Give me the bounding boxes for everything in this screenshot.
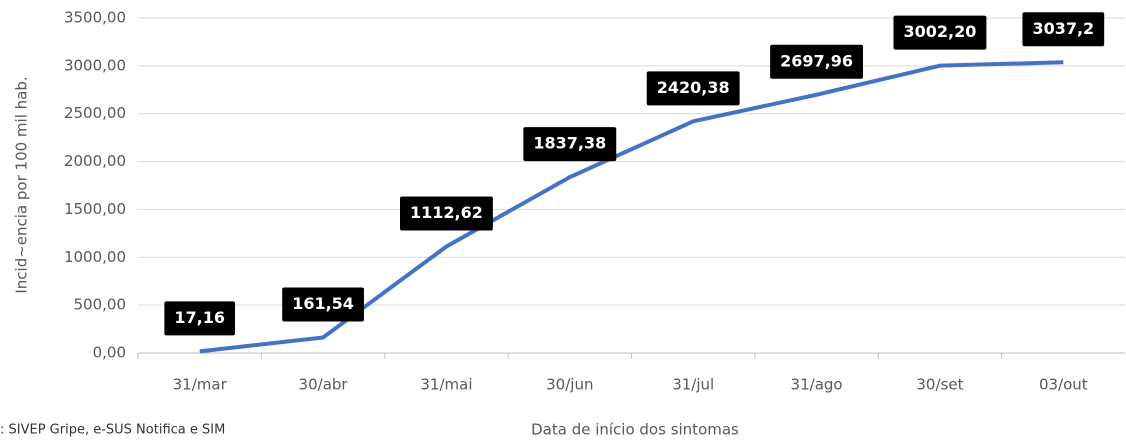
y-tick-label: 2500,00 [64,104,126,122]
value-label-box [1022,12,1105,47]
value-label-box [770,44,863,79]
value-label-group: 2697,96 [770,44,863,79]
x-tick-label: 31/mar [173,376,228,394]
value-label: 3037,2 [1032,19,1094,38]
y-tick-label: 500,00 [74,296,127,314]
value-label: 1112,62 [410,203,483,222]
y-tick-label: 1500,00 [64,200,126,218]
y-tick-label: 3500,00 [64,9,126,27]
value-label-group: 17,16 [164,301,235,336]
x-axis-label: Data de início dos sintomas [531,421,739,439]
x-tick-label: 30/set [916,376,963,394]
value-label: 3002,20 [904,22,977,41]
value-label-group: 3002,20 [893,15,987,50]
value-label-box [523,127,617,162]
value-label-group: 1112,62 [400,196,493,231]
y-tick-label: 0,00 [93,344,126,362]
x-tick-label: 30/abr [299,376,349,394]
x-tick-label: 31/jul [672,376,714,394]
y-tick-label: 1000,00 [64,248,126,266]
value-label: 1837,38 [533,134,606,153]
x-tick-label: 30/jun [546,376,593,394]
value-label-group: 1837,38 [523,127,617,162]
value-label: 2697,96 [780,51,853,70]
value-label-group: 161,54 [282,287,364,322]
value-label: 2420,38 [657,78,730,97]
value-label-box [646,71,740,106]
value-label-box [400,196,493,231]
value-label-box [893,15,987,50]
y-tick-label: 2000,00 [64,152,126,170]
x-tick-label: 03/out [1039,376,1088,394]
data-line [199,60,1064,354]
value-label-box [282,287,364,322]
value-label-group: 3037,2 [1022,12,1105,47]
value-label-box [164,301,235,336]
x-tick-label: 31/ago [791,376,843,394]
source: : SIVEP Gripe, e-SUS Notifica e SIM [0,423,225,438]
value-label: 161,54 [292,294,354,313]
x-tick-label: 31/mai [420,376,472,394]
y-tick-label: 3000,00 [64,56,126,74]
value-label-group: 2420,38 [646,71,740,106]
value-label: 17,16 [174,308,225,327]
y-axis-label: Incid~encia por 100 mil hab. [13,76,31,293]
